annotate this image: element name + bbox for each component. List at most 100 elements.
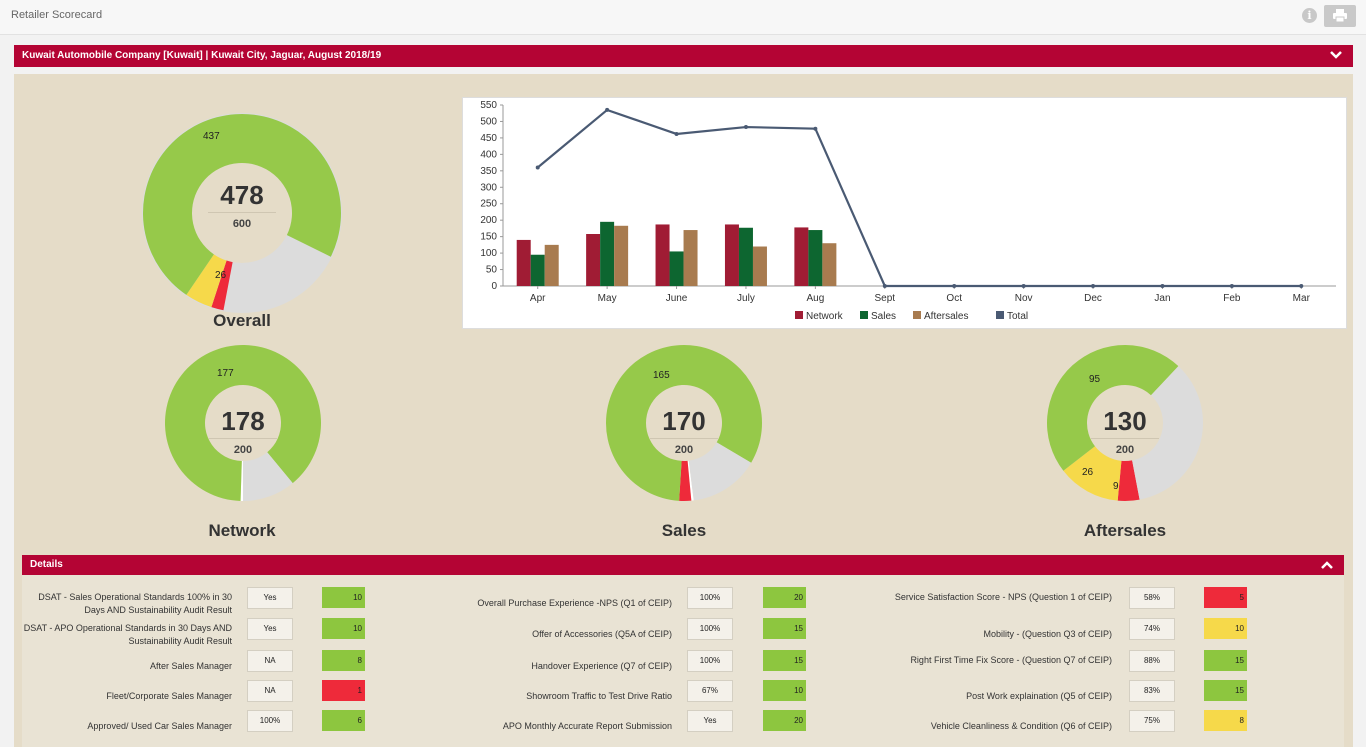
point-total-may[interactable] (605, 107, 610, 112)
sales-score: 170 (662, 406, 706, 436)
bar-network-july[interactable] (724, 224, 739, 286)
aftersales-green-label: 95 (1089, 374, 1101, 385)
details-row-value: 88% (1129, 650, 1175, 672)
details-row-label: APO Monthly Accurate Report Submission (502, 721, 672, 731)
point-total-dec[interactable] (1091, 284, 1096, 288)
overall-score: 478 (220, 180, 264, 210)
details-bar[interactable]: Details (22, 555, 1344, 575)
details-row-value: 75% (1129, 710, 1175, 732)
details-row-value: Yes (247, 618, 293, 640)
details-row-value: 100% (687, 650, 733, 672)
legend-swatch-aftersales (913, 311, 921, 319)
bar-aftersales-may[interactable] (614, 225, 629, 286)
details-row-score: 6 (322, 710, 365, 731)
details-row: Overall Purchase Experience -NPS (Q1 of … (22, 587, 1344, 611)
network-segment-gap (240, 460, 243, 501)
details-row-label: Fleet/Corporate Sales Manager (106, 691, 232, 701)
details-row: Vehicle Cleanliness & Condition (Q6 of C… (22, 710, 1344, 734)
legend-label-aftersales[interactable]: Aftersales (924, 311, 968, 322)
aftersales-segment-red (1117, 460, 1140, 502)
point-total-apr[interactable] (535, 165, 540, 170)
aftersales-score: 130 (1103, 406, 1147, 436)
y-tick-label: 400 (480, 149, 497, 160)
details-row-label: Overall Purchase Experience -NPS (Q1 of … (477, 598, 672, 608)
x-tick-label: June (666, 293, 688, 304)
details-row: Handover Experience (Q7 of CEIP) 100% 15 (22, 650, 1344, 674)
bar-network-june[interactable] (655, 224, 670, 286)
sales-title: Sales (661, 521, 707, 540)
y-tick-label: 550 (480, 100, 497, 111)
overall-divider (208, 212, 276, 213)
bar-aftersales-aug[interactable] (822, 243, 837, 286)
bar-aftersales-apr[interactable] (544, 244, 559, 286)
network-segment-green (164, 345, 321, 501)
details-title: Details (30, 559, 63, 570)
overall-segment-yellow (186, 254, 227, 308)
chevron-up-icon[interactable] (1320, 558, 1334, 572)
details-row-label: DSAT - APO Operational Standards in 30 D… (23, 623, 232, 646)
point-total-aug[interactable] (813, 126, 818, 131)
chevron-down-icon[interactable] (1329, 48, 1343, 62)
point-total-mar[interactable] (1299, 284, 1304, 288)
overall-green-label: 437 (203, 131, 220, 142)
details-row-value: NA (247, 680, 293, 702)
x-tick-label: Apr (530, 293, 546, 304)
aftersales-segment-grey (1132, 366, 1203, 500)
point-total-nov[interactable] (1021, 284, 1026, 288)
overall-donut: 437 26 478 600 (142, 113, 342, 313)
aftersales-title: Aftersales (1083, 521, 1167, 540)
sales-segment-gap (687, 460, 694, 501)
details-row: APO Monthly Accurate Report Submission Ye… (22, 710, 1344, 734)
bar-network-aug[interactable] (794, 227, 809, 286)
legend-label-total[interactable]: Total (1007, 311, 1028, 322)
legend-label-network[interactable]: Network (806, 311, 844, 322)
details-row-score: 10 (1204, 618, 1247, 639)
y-tick-label: 100 (480, 248, 497, 259)
details-row-value: 100% (247, 710, 293, 732)
bar-sales-apr[interactable] (530, 254, 545, 286)
y-tick-label: 350 (480, 166, 497, 177)
point-total-oct[interactable] (952, 284, 957, 288)
bar-network-may[interactable] (586, 234, 601, 286)
details-row-value: NA (247, 650, 293, 672)
details-row: DSAT - APO Operational Standards in 30 D… (22, 618, 1344, 646)
x-tick-label: Nov (1015, 293, 1033, 304)
point-total-june[interactable] (674, 131, 679, 136)
y-tick-label: 200 (480, 215, 497, 226)
details-row-value: 100% (687, 618, 733, 640)
details-row-label: Approved/ Used Car Sales Manager (87, 721, 232, 731)
network-score: 178 (221, 406, 265, 436)
details-row-label: Vehicle Cleanliness & Condition (Q6 of C… (930, 721, 1112, 731)
bar-sales-june[interactable] (669, 251, 684, 286)
bar-aftersales-june[interactable] (683, 230, 698, 286)
info-icon[interactable]: i (1302, 8, 1317, 23)
network-green-label: 177 (217, 368, 234, 379)
details-row-value: 100% (687, 587, 733, 609)
bar-network-apr[interactable] (516, 239, 531, 286)
line-total (537, 108, 1302, 288)
y-tick-label: 0 (491, 281, 497, 292)
details-row-score: 5 (1204, 587, 1247, 608)
bar-sales-aug[interactable] (808, 230, 823, 286)
point-total-sept[interactable] (882, 284, 887, 288)
point-total-jan[interactable] (1160, 284, 1165, 288)
aftersales-divider (1091, 438, 1159, 439)
y-tick-label: 450 (480, 133, 497, 144)
details-row-score: 20 (763, 587, 806, 608)
retailer-header-bar[interactable]: Kuwait Automobile Company [Kuwait] | Kuw… (14, 45, 1353, 67)
bar-sales-july[interactable] (738, 227, 753, 286)
aftersales-max: 200 (1115, 444, 1135, 456)
overall-yellow-label: 26 (215, 270, 227, 281)
point-total-feb[interactable] (1229, 284, 1234, 288)
sales-donut: 165 170 200 (605, 344, 763, 502)
point-total-july[interactable] (743, 125, 748, 130)
x-tick-label: Oct (946, 293, 962, 304)
overall-segment-grey (257, 235, 331, 308)
network-max: 200 (233, 444, 253, 456)
bar-aftersales-july[interactable] (752, 246, 767, 286)
legend-label-sales[interactable]: Sales (871, 311, 896, 322)
details-row: Post Work explaination (Q5 of CEIP) 83% 15 (22, 680, 1344, 704)
details-row-label: Mobility - (Question Q3 of CEIP) (983, 629, 1112, 639)
bar-sales-may[interactable] (600, 221, 615, 286)
print-button[interactable] (1324, 5, 1356, 27)
